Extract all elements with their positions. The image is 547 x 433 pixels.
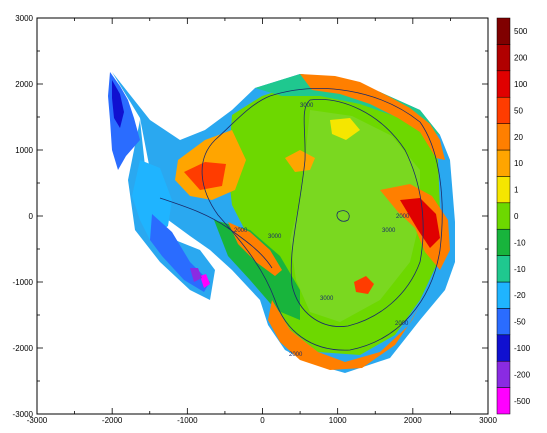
y-tick-label: 3000 [15, 14, 33, 23]
y-tick-label: -1000 [13, 278, 34, 287]
colorbar-label: -10 [514, 238, 526, 247]
magenta-spot [200, 274, 210, 288]
contour-label: 3000 [320, 296, 334, 302]
colorbar-label: 20 [514, 133, 523, 142]
x-tick-label: 1000 [329, 416, 347, 425]
y-tick-label: -3000 [13, 410, 34, 419]
south-coast-warm [268, 300, 420, 370]
peninsula-deep [112, 80, 124, 128]
x-tick-label: 0 [260, 416, 265, 425]
contour-3000 [290, 99, 424, 327]
axis-ticks [36, 17, 489, 415]
ross-hot [184, 162, 226, 190]
colorbar-segment [496, 202, 511, 230]
y-tick-label: 1000 [15, 146, 33, 155]
contour-label: 2000 [396, 214, 410, 220]
colorbar-label: -100 [514, 344, 531, 353]
heatmap-field: 3000 3000 3000 3000 2000 2000 2000 2000 [108, 72, 455, 373]
contour-label: 3000 [268, 234, 282, 240]
east-plateau-inner [290, 110, 420, 322]
colorbar: -500-200-100-50-20-10-100110205010020050… [496, 17, 531, 415]
colorbar-segment [496, 360, 511, 388]
east-inland-yellow [330, 118, 360, 140]
contour-label-group: 3000 3000 3000 3000 2000 2000 2000 2000 [234, 103, 410, 358]
x-tick-label: -2000 [102, 416, 123, 425]
east-coast-warm [380, 184, 450, 270]
purple-spot [190, 268, 202, 282]
colorbar-segment [496, 96, 511, 124]
x-tick-label: -3000 [27, 416, 48, 425]
contour-label: 3000 [382, 228, 396, 234]
x-tick-label: 2000 [404, 416, 422, 425]
colorbar-segment [496, 281, 511, 309]
colorbar-segment [496, 387, 511, 415]
west-blue-region [132, 160, 172, 240]
y-tick-label: 2000 [15, 80, 33, 89]
colorbar-label: -20 [514, 291, 526, 300]
axis-labels: -3000 -2000 -1000 0 1000 2000 3000 -3000 -2000 -1… [13, 14, 498, 425]
colorbar-segment [496, 17, 511, 45]
colorbar-label: 200 [514, 54, 528, 63]
colorbar-segment [496, 255, 511, 283]
colorbar-segment [496, 149, 511, 177]
contour-label: 2000 [395, 321, 409, 327]
colorbar-label: -50 [514, 318, 526, 327]
x-tick-label: 3000 [479, 416, 497, 425]
colorbar-label: -500 [514, 397, 531, 406]
colorbar-segment [496, 308, 511, 336]
colorbar-segment [496, 176, 511, 204]
colorbar-label: 50 [514, 106, 523, 115]
north-coast-warm [300, 74, 445, 160]
y-tick-label: -2000 [13, 344, 34, 353]
contour-label: 2000 [234, 228, 248, 234]
east-coast-hot [400, 198, 440, 248]
inland-red-spot [354, 276, 374, 294]
colorbar-segment [496, 334, 511, 362]
colorbar-label: -200 [514, 370, 531, 379]
colorbar-label: 100 [514, 80, 528, 89]
colorbar-label: 0 [514, 212, 519, 221]
contour-small [336, 210, 350, 222]
contour-west [159, 197, 273, 269]
colorbar-segment [496, 123, 511, 151]
colorbar-label: 1 [514, 186, 519, 195]
contour-label: 3000 [300, 103, 314, 109]
contour-label: 2000 [289, 352, 303, 358]
contour-lines [159, 88, 443, 351]
x-tick-label: -1000 [177, 416, 198, 425]
inland-warm-patch [285, 150, 315, 172]
colorbar-segment [496, 44, 511, 72]
colorbar-label: 10 [514, 159, 523, 168]
colorbar-segment [496, 228, 511, 256]
contour-2000 [201, 88, 443, 351]
colorbar-label: 500 [514, 27, 528, 36]
colorbar-label: -10 [514, 265, 526, 274]
colorbar-segment [496, 70, 511, 98]
green-lowland [214, 220, 300, 320]
y-tick-label: 0 [29, 212, 34, 221]
